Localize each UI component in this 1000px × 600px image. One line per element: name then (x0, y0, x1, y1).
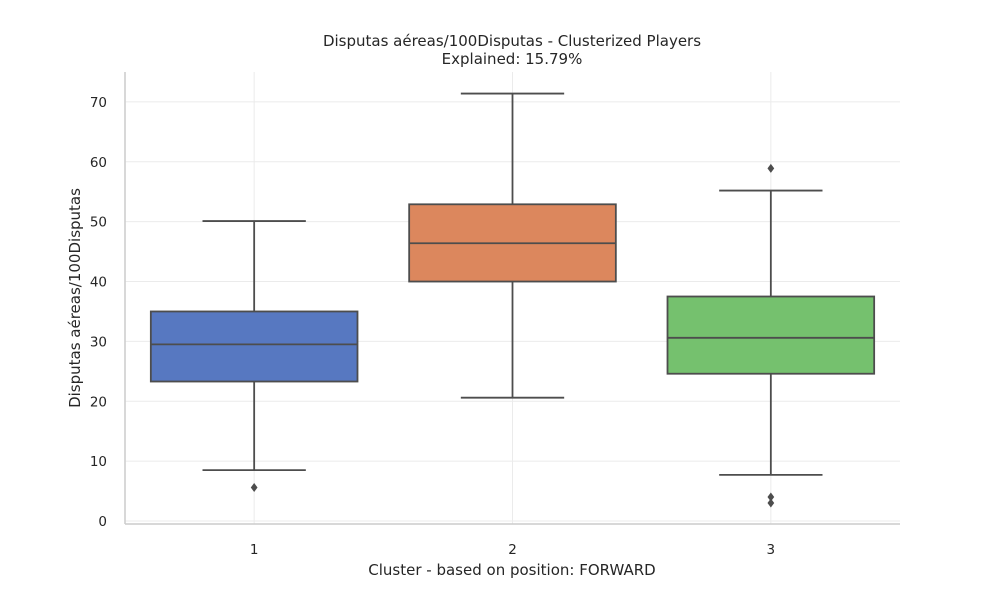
y-tick-label: 50 (90, 215, 107, 231)
y-tick-label: 30 (90, 334, 107, 350)
outlier-point (767, 492, 775, 502)
y-tick-label: 60 (90, 155, 107, 171)
x-tick-label: 3 (767, 542, 776, 558)
axes-group (124, 72, 900, 525)
outlier-point (250, 482, 258, 492)
outlier-point (767, 498, 775, 508)
box-group-cluster-1 (149, 220, 359, 492)
y-tick-label: 40 (90, 275, 107, 291)
y-tick-label: 20 (90, 394, 107, 410)
outlier-point (767, 163, 775, 173)
x-tick-label: 2 (508, 542, 517, 558)
box-group-cluster-3 (666, 163, 876, 508)
y-tick-label: 70 (90, 95, 107, 111)
chart-title: Disputas aéreas/100Disputas - Clusterize… (323, 32, 701, 50)
y-tick-label: 0 (98, 514, 107, 530)
y-tick-label: 10 (90, 454, 107, 470)
y-axis-label: Disputas aéreas/100Disputas (66, 188, 84, 408)
box-group-cluster-2 (408, 92, 617, 399)
box-iqr (149, 310, 359, 383)
boxes-group (149, 92, 876, 508)
tick-labels: 0 10 20 30 40 50 60 70 1 2 3 (90, 95, 775, 558)
chart-subtitle: Explained: 15.79% (442, 50, 583, 68)
box-iqr (666, 295, 876, 375)
x-tick-label: 1 (250, 542, 259, 558)
x-axis-label: Cluster - based on position: FORWARD (368, 561, 655, 579)
